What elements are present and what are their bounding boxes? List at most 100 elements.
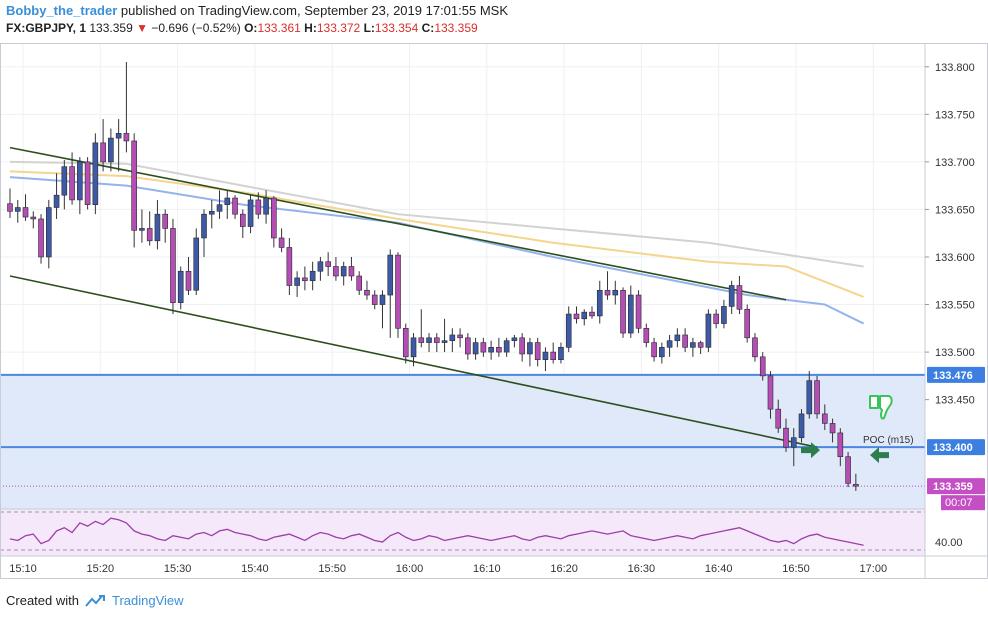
candle [115, 119, 122, 172]
candle-body [496, 347, 502, 353]
candle [185, 256, 192, 296]
candle [558, 342, 564, 364]
candle-body [845, 456, 851, 484]
candle [348, 256, 355, 281]
candle-body [38, 218, 44, 258]
candle [61, 159, 68, 210]
candle-body [240, 213, 246, 227]
candle-body [115, 133, 122, 139]
candle-body [30, 216, 37, 220]
tradingview-brand-link[interactable]: TradingView [112, 593, 184, 608]
candle-body [45, 207, 52, 258]
candle [659, 342, 665, 364]
oscillator-level-label: 40.00 [935, 537, 963, 549]
candle-body [84, 161, 91, 205]
candle-body [100, 142, 106, 163]
symbol-name[interactable]: FX:GBPJPY, 1 [6, 21, 87, 35]
time-tick-label: 17:00 [860, 563, 888, 575]
candle [278, 228, 285, 253]
publish-info: Bobby_the_trader published on TradingVie… [6, 3, 508, 18]
candle [829, 418, 836, 443]
candle [821, 404, 828, 431]
candle [139, 209, 145, 243]
poc-label: POC (m15) [863, 435, 914, 446]
candle [208, 199, 215, 229]
candle-body [798, 413, 805, 438]
candle [690, 337, 696, 357]
candle [759, 352, 766, 381]
candle [240, 209, 246, 238]
candle-body [503, 340, 510, 353]
candle [573, 306, 580, 324]
candle [697, 340, 704, 354]
time-tick-label: 16:10 [473, 563, 501, 575]
candle [22, 194, 29, 221]
candle [131, 133, 137, 248]
candle-body [263, 197, 269, 215]
candle-body [426, 337, 432, 343]
price-labels: 133.476 133.400 133.359 00:07 40.00 [927, 366, 985, 549]
time-tick-label: 16:40 [705, 563, 733, 575]
candle-body [379, 294, 386, 305]
candle-body [61, 166, 68, 196]
candle [728, 280, 735, 315]
candle-body [713, 313, 719, 324]
author-link[interactable]: Bobby_the_trader [6, 3, 118, 18]
current-price-label [927, 478, 985, 495]
candle [752, 333, 758, 362]
candle-body [77, 161, 83, 201]
candle-body [92, 142, 99, 205]
candle [783, 418, 789, 452]
price-axis[interactable]: 133.800 133.750 133.700 133.650 133.600 133.5… [925, 62, 975, 407]
countdown-text: 00:07 [945, 497, 973, 509]
candle [589, 306, 595, 319]
current-price-text: 133.359 [933, 481, 973, 493]
candle-body [573, 313, 580, 320]
chart-area[interactable]: POC (m15) 133.800133.750133.700133.65013… [0, 0, 988, 590]
candle [146, 211, 153, 246]
time-tick-label: 16:00 [396, 563, 424, 575]
candle-body [612, 289, 619, 296]
candle-body [697, 342, 704, 348]
time-axis[interactable]: 15:10 15:20 15:30 15:40 15:50 16:00 16:10 16:20… [9, 563, 887, 575]
candle-body [131, 140, 137, 231]
candle-body [294, 277, 300, 286]
candle-body [154, 213, 161, 242]
candle [263, 190, 269, 224]
channel-upper-line [9, 146, 787, 301]
candle [837, 428, 844, 467]
candle [317, 256, 324, 281]
time-tick-label: 15:30 [164, 563, 192, 575]
candle [596, 280, 603, 324]
candle [853, 473, 859, 491]
right-arrow-icon [801, 442, 820, 459]
candle-body [449, 334, 456, 341]
candle [38, 214, 44, 264]
close-value: 133.359 [434, 21, 478, 35]
candle-body [542, 351, 549, 360]
candle-body [472, 342, 479, 355]
candle [402, 323, 409, 364]
candle-body [744, 308, 751, 339]
zone-top-price-label [927, 366, 985, 383]
candle-body [519, 337, 525, 355]
candle [154, 199, 161, 250]
open-label: O: [244, 21, 258, 35]
candlestick-series [7, 62, 859, 491]
candle [651, 337, 657, 362]
candle [340, 261, 347, 286]
candle-body [721, 306, 727, 324]
candle [333, 256, 339, 281]
candle-body [534, 342, 541, 360]
last-price: 133.359 [89, 21, 133, 35]
candle [247, 195, 254, 234]
candle [108, 128, 114, 172]
candle [441, 318, 448, 353]
moving-average-line-1 [9, 160, 864, 268]
candle [542, 347, 549, 372]
time-tick-label: 16:20 [550, 563, 578, 575]
oscillator-line [9, 517, 864, 546]
candle-body [14, 207, 21, 212]
candle-body [550, 351, 557, 360]
candle-body [185, 270, 192, 291]
